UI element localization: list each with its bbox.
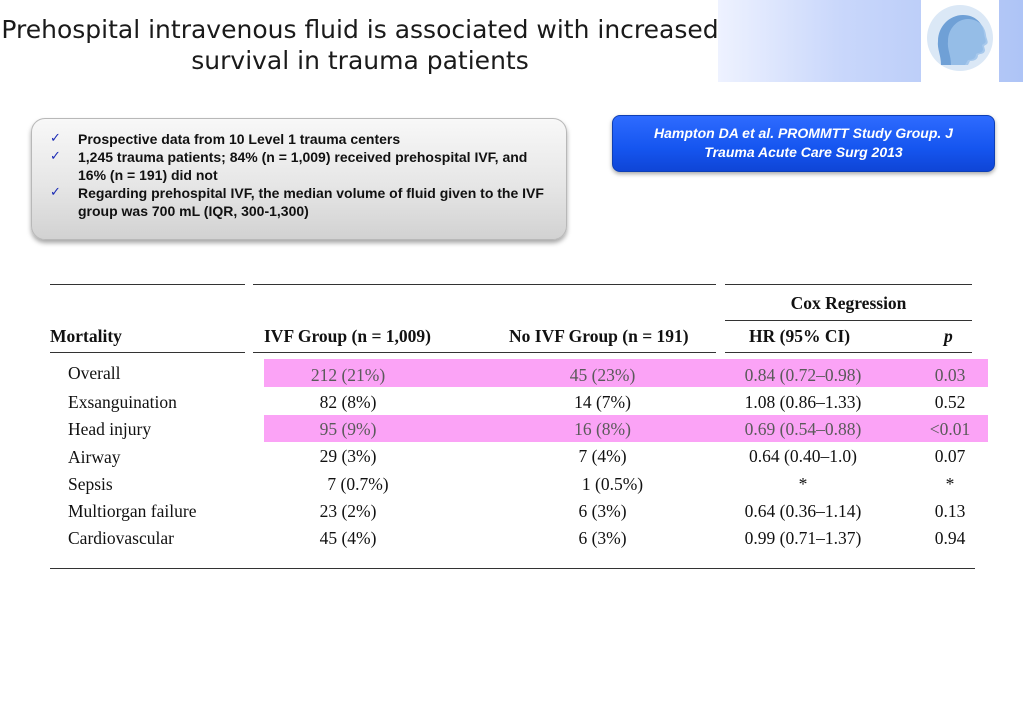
slide-title-line-2: survival in trauma patients (191, 46, 529, 75)
row-label: Head injury (68, 419, 152, 439)
row-label: Sepsis (68, 474, 113, 494)
slide-title-line-1: Prehospital intravenous fluid is associa… (1, 15, 719, 44)
cell-p: 0.03 (934, 365, 966, 385)
group-header-rule (725, 320, 972, 321)
highlight-band-overall (264, 359, 988, 387)
cell-p: * (945, 474, 955, 494)
row-label: Airway (68, 447, 121, 467)
header-rule (725, 352, 972, 353)
cell-hr: * (798, 474, 808, 494)
cell-no-ivf: 1 (0.5%) (581, 474, 644, 494)
row-label: Multiorgan failure (68, 501, 197, 521)
table-top-rule (253, 284, 716, 285)
header-rule (253, 352, 716, 353)
header-rule (50, 352, 245, 353)
key-findings-box: ✓ Prospective data from 10 Level 1 trauma… (31, 118, 567, 240)
check-icon: ✓ (50, 149, 61, 164)
cell-p: 0.94 (934, 528, 966, 548)
group-header-cox: Cox Regression (790, 293, 907, 313)
cell-p: 0.13 (934, 501, 966, 521)
bullet-item: ✓ 1,245 trauma patients; 84% (n = 1,009) … (50, 149, 528, 183)
col-header-no-ivf: No IVF Group (n = 191) (509, 326, 689, 346)
check-icon: ✓ (50, 131, 61, 146)
cell-no-ivf: 6 (3%) (578, 528, 627, 548)
citation-box: Hampton DA et al. PROMMTT Study Group. J… (612, 115, 995, 172)
table-top-rule (50, 284, 245, 285)
cell-ivf: 82 (8%) (319, 392, 377, 412)
cell-no-ivf: 16 (8%) (574, 419, 631, 439)
cell-hr: 1.08 (0.86–1.33) (744, 392, 862, 412)
row-label: Exsanguination (68, 392, 177, 412)
head-profile-icon (927, 5, 993, 71)
cell-no-ivf: 45 (23%) (569, 365, 636, 385)
cell-ivf: 29 (3%) (319, 446, 377, 466)
cell-ivf: 7 (0.7%) (327, 474, 389, 494)
bullet-item: ✓ Regarding prehospital IVF, the median v… (50, 185, 544, 219)
col-header-ivf: IVF Group (n = 1,009) (264, 326, 432, 346)
cell-hr: 0.69 (0.54–0.88) (744, 419, 862, 439)
citation-line-2: Trauma Acute Care Surg 2013 (704, 144, 903, 160)
cell-no-ivf: 6 (3%) (578, 501, 627, 521)
cell-hr: 0.64 (0.40–1.0) (749, 446, 857, 466)
logo (921, 0, 999, 82)
row-label: Cardiovascular (68, 528, 174, 548)
cell-ivf: 45 (4%) (319, 528, 377, 548)
cell-p: 0.52 (934, 392, 966, 412)
cell-p: <0.01 (929, 419, 971, 439)
cell-hr: 0.64 (0.36–1.14) (744, 501, 862, 521)
col-header-hr: HR (95% CI) (749, 326, 851, 346)
cell-ivf: 23 (2%) (319, 501, 377, 521)
check-icon: ✓ (50, 185, 61, 200)
cell-hr: 0.84 (0.72–0.98) (744, 365, 862, 385)
citation-line-1: Hampton DA et al. PROMMTT Study Group. J (654, 125, 953, 141)
cell-no-ivf: 7 (4%) (578, 446, 627, 466)
cell-p: 0.07 (934, 446, 966, 466)
cell-no-ivf: 14 (7%) (574, 392, 631, 412)
highlight-band-head-injury (264, 415, 988, 442)
col-header-p: p (944, 326, 953, 346)
slide-title: Prehospital intravenous fluid is associa… (0, 14, 720, 76)
row-label: Overall (68, 363, 121, 383)
cell-ivf: 95 (9%) (319, 419, 377, 439)
bullet-item: ✓ Prospective data from 10 Level 1 trauma… (50, 131, 401, 147)
table-bottom-rule (50, 568, 975, 569)
cell-ivf: 212 (21%) (310, 365, 386, 385)
table-top-rule (725, 284, 972, 285)
cell-hr: 0.99 (0.71–1.37) (744, 528, 862, 548)
col-header-mortality: Mortality (50, 326, 122, 346)
